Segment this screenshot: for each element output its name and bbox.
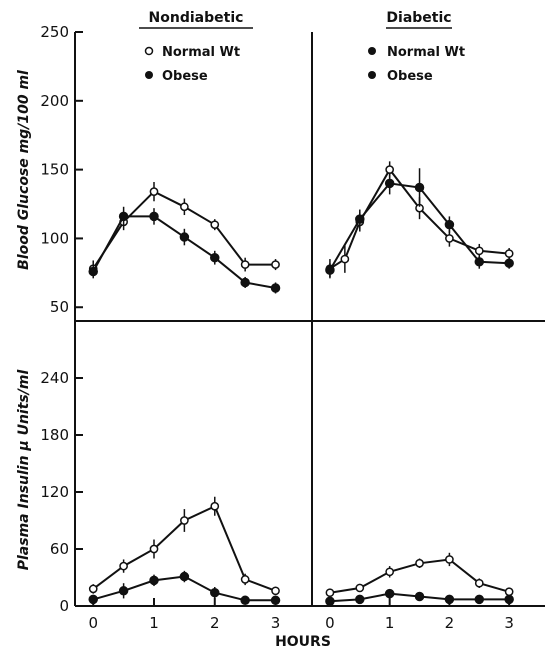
series-line [329, 167, 510, 270]
legend-open-marker [144, 46, 154, 56]
legend-filled-marker [368, 71, 376, 79]
y-axis-label-insulin: Plasma Insulin μ Units/ml [16, 370, 32, 571]
panel-frames [74, 32, 545, 607]
data-point-open [504, 587, 514, 597]
data-point-open [445, 555, 454, 564]
y-tick-label: 150 [40, 161, 69, 179]
data-point-filled [474, 594, 485, 605]
data-point-open [415, 558, 424, 568]
y-tick-label: 240 [40, 369, 69, 387]
data-point-filled [210, 252, 220, 263]
nondiabetic-title: Nondiabetic [149, 10, 244, 26]
x-tick-label: 3 [271, 614, 281, 632]
data-point-filled [355, 594, 365, 605]
data-point-filled [384, 588, 395, 599]
diabetic-legend: Normal Wt Obese [368, 45, 465, 84]
x-tick-label: 1 [385, 614, 395, 632]
nondiabetic-legend: Normal Wt Obese [144, 45, 240, 84]
legend-obese-label: Obese [387, 69, 433, 84]
data-point-filled [210, 587, 220, 598]
y-tick-label: 0 [59, 597, 69, 615]
x-tick-label: 3 [504, 614, 514, 632]
data-point-open [149, 187, 159, 196]
data-point-open [385, 567, 395, 577]
data-point-filled [414, 182, 425, 193]
legend-obese-label: Obese [162, 69, 208, 84]
tick-layer: 50 100 150 200 250 0 60 120 180 240 0 1 2 3 0 1 2 3 [40, 23, 514, 632]
data-point-open [240, 575, 250, 584]
data-point-filled [325, 596, 335, 606]
data-point-open [355, 583, 365, 593]
data-point-open [210, 501, 220, 511]
data-point-open [240, 260, 250, 269]
data-point-filled [149, 211, 159, 222]
data-point-filled [179, 232, 190, 242]
data-point-open [504, 249, 514, 258]
diabetic-title: Diabetic [386, 10, 451, 26]
x-tick-label: 2 [210, 614, 220, 632]
x-tick-label: 2 [445, 614, 455, 632]
data-point-open [445, 234, 454, 243]
y-tick-label: 60 [50, 540, 69, 558]
y-tick-label: 180 [40, 426, 69, 444]
data-point-open [474, 578, 484, 588]
data-point-filled [355, 214, 365, 224]
x-tick-label: 0 [88, 614, 98, 632]
data-point-filled [88, 266, 98, 277]
data-point-open [119, 561, 128, 571]
data-point-filled [149, 575, 159, 586]
data-point-open [210, 220, 220, 230]
data-point-filled [384, 178, 395, 189]
x-axis-label: HOURS [275, 634, 331, 650]
data-point-filled [414, 591, 425, 602]
data-point-filled [270, 595, 281, 606]
data-point-filled [118, 586, 129, 596]
data-point-filled [504, 258, 514, 268]
y-tick-label: 250 [40, 23, 69, 41]
data-point-open [88, 584, 98, 594]
y-tick-label: 200 [40, 92, 69, 110]
data-point-filled [474, 257, 485, 267]
data-point-filled [118, 211, 129, 222]
data-point-open [325, 588, 335, 598]
data-point-filled [179, 571, 190, 582]
data-point-open [474, 246, 484, 256]
data-point-filled [504, 594, 514, 605]
data-point-filled [88, 594, 98, 605]
x-tick-label: 1 [149, 614, 159, 632]
data-point-open [180, 516, 189, 525]
legend-normal-wt-label: Normal Wt [162, 45, 240, 60]
y-tick-label: 50 [50, 298, 69, 316]
data-point-filled [270, 283, 281, 293]
legend-normal-wt-label: Normal Wt [387, 45, 465, 60]
data-point-open [180, 202, 189, 212]
data-point-open [149, 544, 159, 554]
data-point-open [340, 254, 350, 264]
y-tick-label: 120 [40, 483, 69, 501]
data-point-filled [240, 595, 250, 606]
y-tick-label: 100 [40, 229, 69, 247]
data-point-open [385, 165, 395, 174]
data-point-filled [325, 265, 335, 275]
y-axis-label-glucose: Blood Glucose mg/100 ml [16, 70, 32, 270]
data-point-open [271, 260, 280, 269]
data-point-filled [444, 594, 455, 605]
data-point-filled [240, 277, 250, 288]
data-point-open [271, 586, 280, 596]
data-layer [88, 161, 514, 606]
legend-filled-marker [368, 47, 376, 55]
legend-filled-marker [145, 71, 153, 79]
x-tick-label: 0 [325, 614, 335, 632]
data-point-filled [444, 219, 455, 230]
